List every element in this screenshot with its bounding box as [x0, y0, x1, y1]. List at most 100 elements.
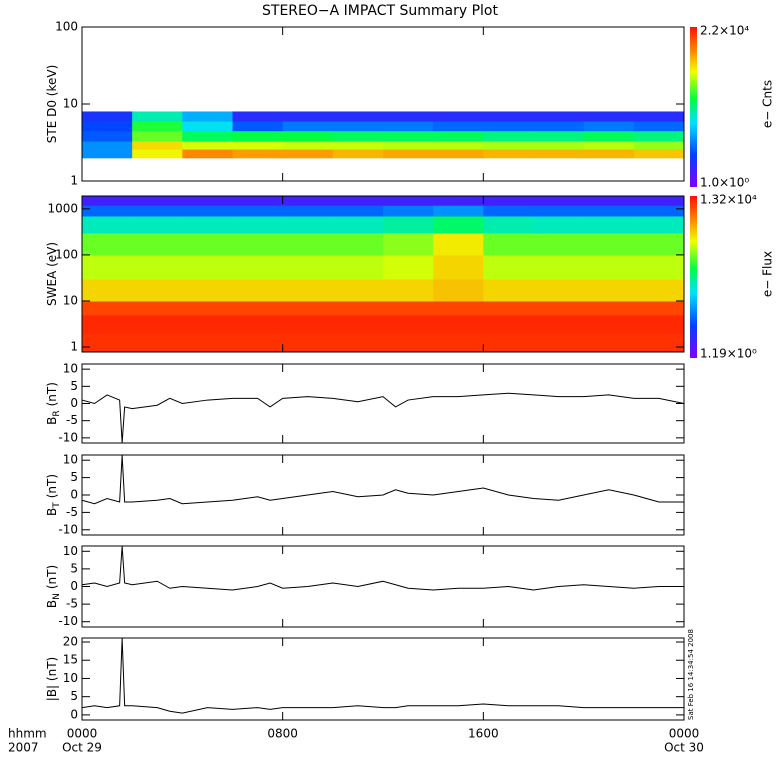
y-axis-label-main: B — [45, 600, 59, 608]
y-axis-label: SWEA (eV) — [45, 242, 59, 306]
heat-cell — [132, 205, 183, 217]
y-tick-label: -10 — [58, 614, 78, 628]
heat-cell — [82, 300, 133, 316]
y-axis-label: STE D0 (keV) — [45, 65, 59, 144]
heat-cell — [182, 111, 233, 122]
heat-cell — [332, 215, 384, 234]
heat-cell — [132, 314, 183, 334]
y-axis-label: |B| (nT) — [45, 657, 59, 701]
y-tick-label: 1000 — [47, 201, 78, 215]
heat-cell — [232, 232, 284, 256]
heat-cell — [583, 232, 635, 256]
heat-cell — [132, 130, 183, 142]
y-tick-label: 10 — [63, 362, 78, 376]
heat-cell — [332, 121, 384, 132]
y-tick-label: 5 — [70, 470, 78, 484]
heat-cell — [633, 278, 685, 302]
heat-cell — [633, 130, 685, 142]
x-axis-title: hhmm — [8, 727, 47, 741]
heat-cell — [583, 141, 635, 150]
heat-cell — [182, 278, 233, 302]
heat-cell — [82, 196, 133, 206]
heat-cell — [383, 149, 434, 159]
colorbar-title: e− Flux — [761, 251, 775, 297]
colorbar-max-label: 1.32×10⁴ — [700, 193, 757, 207]
y-tick-label: 5 — [70, 561, 78, 575]
heat-cell — [633, 196, 685, 206]
heat-cell — [182, 196, 233, 206]
heat-cell — [282, 314, 334, 334]
heat-cell — [433, 149, 484, 159]
heat-cell — [182, 130, 233, 142]
heat-cell — [182, 205, 233, 217]
y-tick-label: 10 — [63, 453, 78, 467]
y-axis-label: BT (nT) — [45, 474, 62, 516]
y-tick-label: 1 — [70, 174, 78, 188]
heat-cell — [383, 205, 434, 217]
heat-cell — [433, 215, 484, 234]
panel-frame — [81, 545, 685, 628]
heat-cell — [132, 232, 183, 256]
heat-cell — [332, 232, 384, 256]
heat-cell — [182, 333, 233, 353]
heat-cell — [383, 130, 434, 142]
y-tick-label: -5 — [66, 505, 78, 519]
heat-cell — [483, 254, 534, 280]
heat-cell — [533, 278, 585, 302]
heat-cell — [633, 121, 685, 132]
y-tick-label: -10 — [58, 522, 78, 536]
heat-cell — [282, 149, 334, 159]
y-axis-label: BR (nT) — [45, 382, 62, 425]
heat-cell — [282, 141, 334, 150]
heat-cell — [633, 314, 685, 334]
y-tick-label: 10 — [63, 544, 78, 558]
heat-cell — [433, 333, 484, 353]
heat-cell — [182, 141, 233, 150]
y-axis-label-main: |B| (nT) — [45, 657, 59, 701]
timestamp: Sat Feb 16 14:34:54 2008 — [687, 629, 695, 720]
heat-cell — [383, 314, 434, 334]
heat-cell — [132, 149, 183, 159]
x-tick-label: 1600 — [468, 727, 499, 741]
y-tick-label: 5 — [70, 379, 78, 393]
plot-title: STEREO−A IMPACT Summary Plot — [262, 3, 499, 19]
y-tick-label: 100 — [55, 247, 78, 261]
heat-cell — [232, 196, 284, 206]
heat-cell — [383, 196, 434, 206]
y-axis-label-unit: (nT) — [45, 565, 59, 589]
heat-cell — [483, 232, 534, 256]
panel-frame — [81, 637, 685, 721]
heat-cell — [483, 141, 534, 150]
y-tick-label: 10 — [63, 671, 78, 685]
heat-cell — [433, 121, 484, 132]
heat-cell — [132, 196, 183, 206]
heat-cell — [232, 254, 284, 280]
heat-cell — [332, 130, 384, 142]
heat-cell — [282, 205, 334, 217]
heat-cell — [483, 278, 534, 302]
x-tick-label: 0800 — [267, 727, 298, 741]
heat-cell — [132, 215, 183, 234]
heat-cell — [232, 149, 284, 159]
y-tick-label: -5 — [66, 413, 78, 427]
heat-cell — [483, 300, 534, 316]
heat-cell — [583, 111, 635, 122]
y-tick-label: -10 — [58, 430, 78, 444]
heat-cell — [332, 278, 384, 302]
heat-cell — [282, 278, 334, 302]
heat-cell — [533, 215, 585, 234]
x-tick-date: Oct 30 — [664, 741, 704, 755]
heat-cell — [232, 121, 284, 132]
heat-cell — [132, 121, 183, 132]
x-tick-date: Oct 29 — [62, 741, 102, 755]
y-axis-label-sub: T — [52, 502, 62, 509]
heat-cell — [82, 141, 133, 150]
heat-cell — [583, 333, 635, 353]
heat-cell — [82, 121, 133, 132]
heat-cell — [433, 196, 484, 206]
colorbar — [690, 196, 697, 358]
field-line — [81, 546, 684, 591]
colorbar-min-label: 1.0×10⁰ — [700, 176, 749, 190]
heat-cell — [332, 205, 384, 217]
heat-cell — [232, 141, 284, 150]
